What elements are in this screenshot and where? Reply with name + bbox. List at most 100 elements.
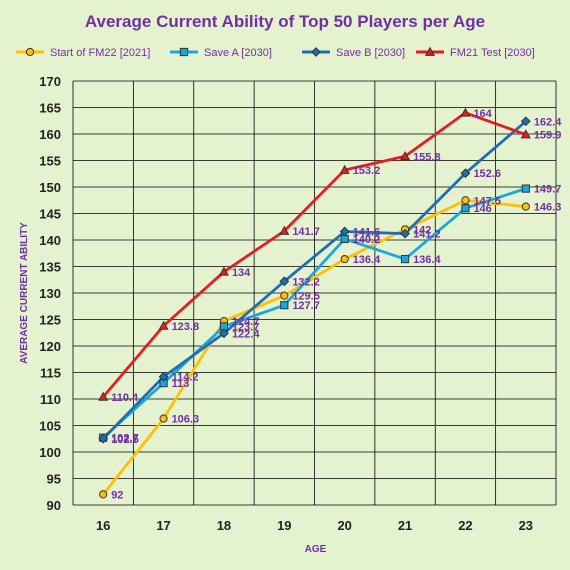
series-0	[102, 198, 526, 496]
data-label: 123.8	[172, 321, 200, 333]
y-axis-title: AVERAGE CURRENT ABILITY	[19, 222, 30, 364]
data-point	[460, 107, 471, 117]
data-label: 155.8	[413, 151, 441, 163]
data-label: 141.2	[413, 229, 441, 241]
data-point	[520, 129, 531, 139]
y-tick-label: 125	[39, 313, 61, 328]
data-point	[460, 168, 471, 179]
x-tick-label: 21	[398, 518, 412, 533]
legend-item-1: Save A [2030]	[170, 47, 272, 59]
y-tick-label: 155	[39, 154, 61, 169]
x-tick-label: 18	[217, 518, 231, 533]
legend-item-3: FM21 Test [2030]	[416, 46, 535, 59]
data-point	[280, 301, 289, 310]
data-point	[158, 320, 169, 330]
data-label: 122.4	[232, 328, 260, 340]
series-labels-1: 102.7 113 123.7 127.7 140.2 136.4 146 149.7	[111, 184, 561, 445]
y-tick-label: 170	[39, 74, 61, 89]
data-point	[339, 164, 350, 174]
series-1	[102, 187, 527, 439]
series-line	[102, 111, 527, 398]
data-label: 114.2	[172, 372, 199, 384]
series-3	[102, 111, 527, 398]
legend-marker	[424, 46, 436, 56]
x-tick-label: 17	[156, 518, 170, 533]
y-tick-label: 100	[39, 445, 61, 460]
data-label: 110.4	[111, 392, 139, 404]
data-label: 102.5	[111, 434, 139, 446]
series-labels-2: 102.5 114.2 122.4 132.2 141.6 141.2 152.6 162.4	[111, 116, 562, 445]
y-tick-label: 120	[39, 339, 61, 354]
series-markers-2	[98, 116, 531, 444]
data-point	[99, 490, 108, 499]
grid-lines	[72, 80, 557, 506]
data-point	[521, 202, 530, 211]
series-line	[102, 120, 527, 440]
data-label: 136.4	[353, 254, 381, 266]
y-tick-label: 140	[39, 233, 61, 248]
data-label: 140.2	[353, 234, 381, 246]
y-tick-label: 105	[39, 419, 61, 434]
data-label: 146.3	[534, 202, 562, 214]
data-label: 136.4	[413, 254, 441, 266]
y-tick-label: 150	[39, 180, 61, 195]
data-label: 147.5	[473, 195, 501, 207]
data-point	[400, 228, 410, 239]
legend-label: Save A [2030]	[204, 47, 272, 59]
series-labels-0: 92 106.3 124.7 129.5 136.4 142 147.5 146.3	[111, 195, 561, 501]
legend-marker	[25, 47, 35, 57]
data-point	[280, 291, 289, 300]
data-label: 142	[413, 224, 431, 236]
data-point	[521, 184, 530, 193]
y-tick-label: 135	[39, 260, 61, 275]
legend-marker	[311, 47, 321, 57]
legend-item-2: Save B [2030]	[302, 47, 405, 59]
y-tick-label: 145	[39, 207, 61, 222]
legend-item-0: Start of FM22 [2021]	[16, 47, 150, 59]
y-tick-label: 160	[39, 127, 61, 142]
data-label: 164	[473, 108, 492, 120]
data-point	[461, 196, 470, 205]
data-point	[218, 266, 229, 276]
data-label: 134	[232, 267, 251, 279]
y-tick-label: 165	[39, 101, 61, 116]
data-label: 92	[111, 489, 123, 501]
data-point	[98, 391, 109, 401]
x-axis-title: AGE	[305, 544, 327, 555]
series-2	[102, 120, 527, 440]
series-line	[102, 198, 526, 496]
data-label: 106.3	[172, 414, 200, 426]
data-label: 124.7	[232, 316, 260, 328]
x-tick-label: 16	[96, 518, 110, 533]
data-point	[400, 254, 410, 264]
series-labels-3: 110.4 123.8 134 141.7 153.2 155.8 164 159.9	[111, 108, 561, 404]
y-tick-label: 130	[39, 286, 61, 301]
y-tick-label: 115	[40, 366, 61, 381]
data-point	[98, 433, 109, 444]
data-label: 153.2	[353, 165, 381, 177]
y-tick-label: 90	[47, 498, 61, 513]
data-point	[279, 225, 290, 235]
data-label: 162.4	[534, 116, 562, 128]
data-label: 102.7	[111, 433, 139, 445]
y-tick-label: 110	[40, 392, 61, 407]
x-tick-label: 23	[519, 518, 533, 533]
data-point	[400, 151, 411, 161]
y-tick-label: 95	[47, 472, 61, 487]
data-point	[461, 204, 470, 213]
data-label: 129.5	[292, 291, 320, 303]
data-label: 146	[473, 203, 491, 215]
data-label: 132.2	[292, 276, 320, 288]
data-label: 123.7	[232, 321, 260, 333]
x-tick-label: 22	[458, 518, 472, 533]
data-point	[159, 414, 168, 423]
legend-label: FM21 Test [2030]	[450, 47, 535, 59]
data-label: 127.7	[292, 300, 320, 312]
data-point	[340, 254, 349, 264]
series-line	[102, 187, 527, 439]
data-label: 113	[172, 378, 190, 390]
data-label: 141.6	[353, 227, 381, 239]
data-point	[520, 116, 531, 127]
